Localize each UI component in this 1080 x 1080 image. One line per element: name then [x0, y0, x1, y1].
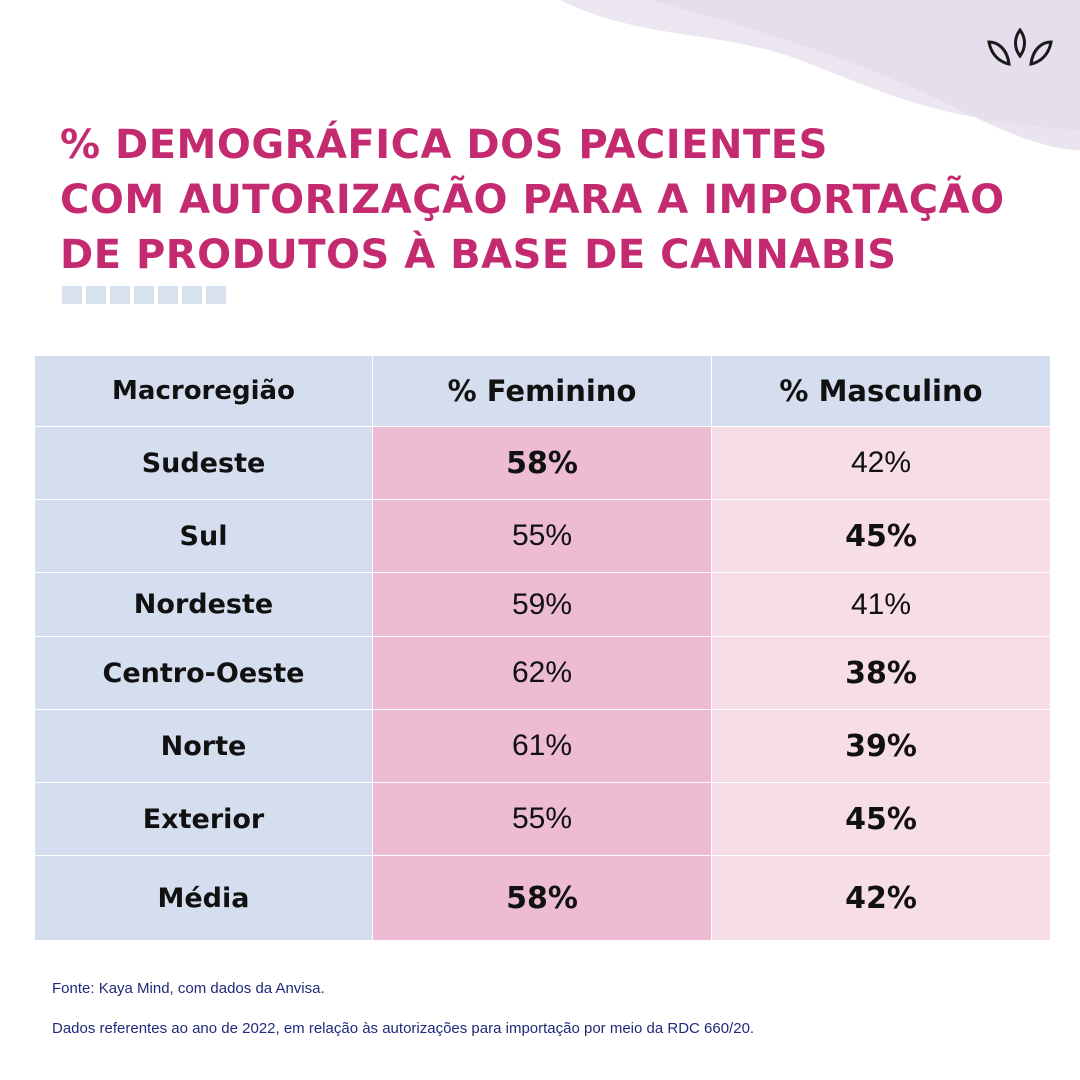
- feminino-cell: 55%: [372, 499, 712, 573]
- region-cell: Exterior: [34, 782, 373, 856]
- demographics-table: Macroregião % Feminino % Masculino Sudes…: [34, 355, 1051, 941]
- feminino-cell: 59%: [372, 572, 712, 637]
- feminino-cell: 61%: [372, 709, 712, 783]
- masculino-cell: 45%: [711, 499, 1051, 573]
- average-masculino-cell: 42%: [711, 855, 1051, 941]
- feminino-cell: 55%: [372, 782, 712, 856]
- leaf-sprout-icon: [987, 27, 1053, 66]
- feminino-cell: 62%: [372, 636, 712, 710]
- table-row: Nordeste 59% 41%: [34, 572, 1051, 637]
- table-row: Norte 61% 39%: [34, 709, 1051, 783]
- table-row: Exterior 55% 45%: [34, 782, 1051, 856]
- feminino-cell: 58%: [372, 426, 712, 500]
- title-line-2: COM AUTORIZAÇÃO PARA A IMPORTAÇÃO: [60, 177, 1005, 223]
- decorative-squares: [62, 286, 226, 304]
- column-header-feminino: % Feminino: [372, 355, 712, 427]
- source-footnote: Fonte: Kaya Mind, com dados da Anvisa.: [52, 980, 325, 997]
- table-row: Sudeste 58% 42%: [34, 426, 1051, 500]
- masculino-cell: 45%: [711, 782, 1051, 856]
- region-cell: Centro-Oeste: [34, 636, 373, 710]
- column-header-region: Macroregião: [34, 355, 373, 427]
- average-row: Média 58% 42%: [34, 855, 1051, 941]
- background-swoosh: [560, 0, 1080, 150]
- table-row: Centro-Oeste 62% 38%: [34, 636, 1051, 710]
- masculino-cell: 38%: [711, 636, 1051, 710]
- title-line-1: % DEMOGRÁFICA DOS PACIENTES: [60, 122, 828, 168]
- column-header-masculino: % Masculino: [711, 355, 1051, 427]
- region-cell: Norte: [34, 709, 373, 783]
- masculino-cell: 41%: [711, 572, 1051, 637]
- masculino-cell: 39%: [711, 709, 1051, 783]
- data-note-footnote: Dados referentes ao ano de 2022, em rela…: [52, 1020, 755, 1037]
- table-row: Sul 55% 45%: [34, 499, 1051, 573]
- region-cell: Sul: [34, 499, 373, 573]
- region-cell: Nordeste: [34, 572, 373, 637]
- page-title: % DEMOGRÁFICA DOS PACIENTES COM AUTORIZA…: [60, 118, 1060, 283]
- region-cell: Sudeste: [34, 426, 373, 500]
- title-line-3: DE PRODUTOS À BASE DE CANNABIS: [60, 232, 897, 278]
- average-feminino-cell: 58%: [372, 855, 712, 941]
- average-label-cell: Média: [34, 855, 373, 941]
- table-header-row: Macroregião % Feminino % Masculino: [34, 355, 1051, 427]
- masculino-cell: 42%: [711, 426, 1051, 500]
